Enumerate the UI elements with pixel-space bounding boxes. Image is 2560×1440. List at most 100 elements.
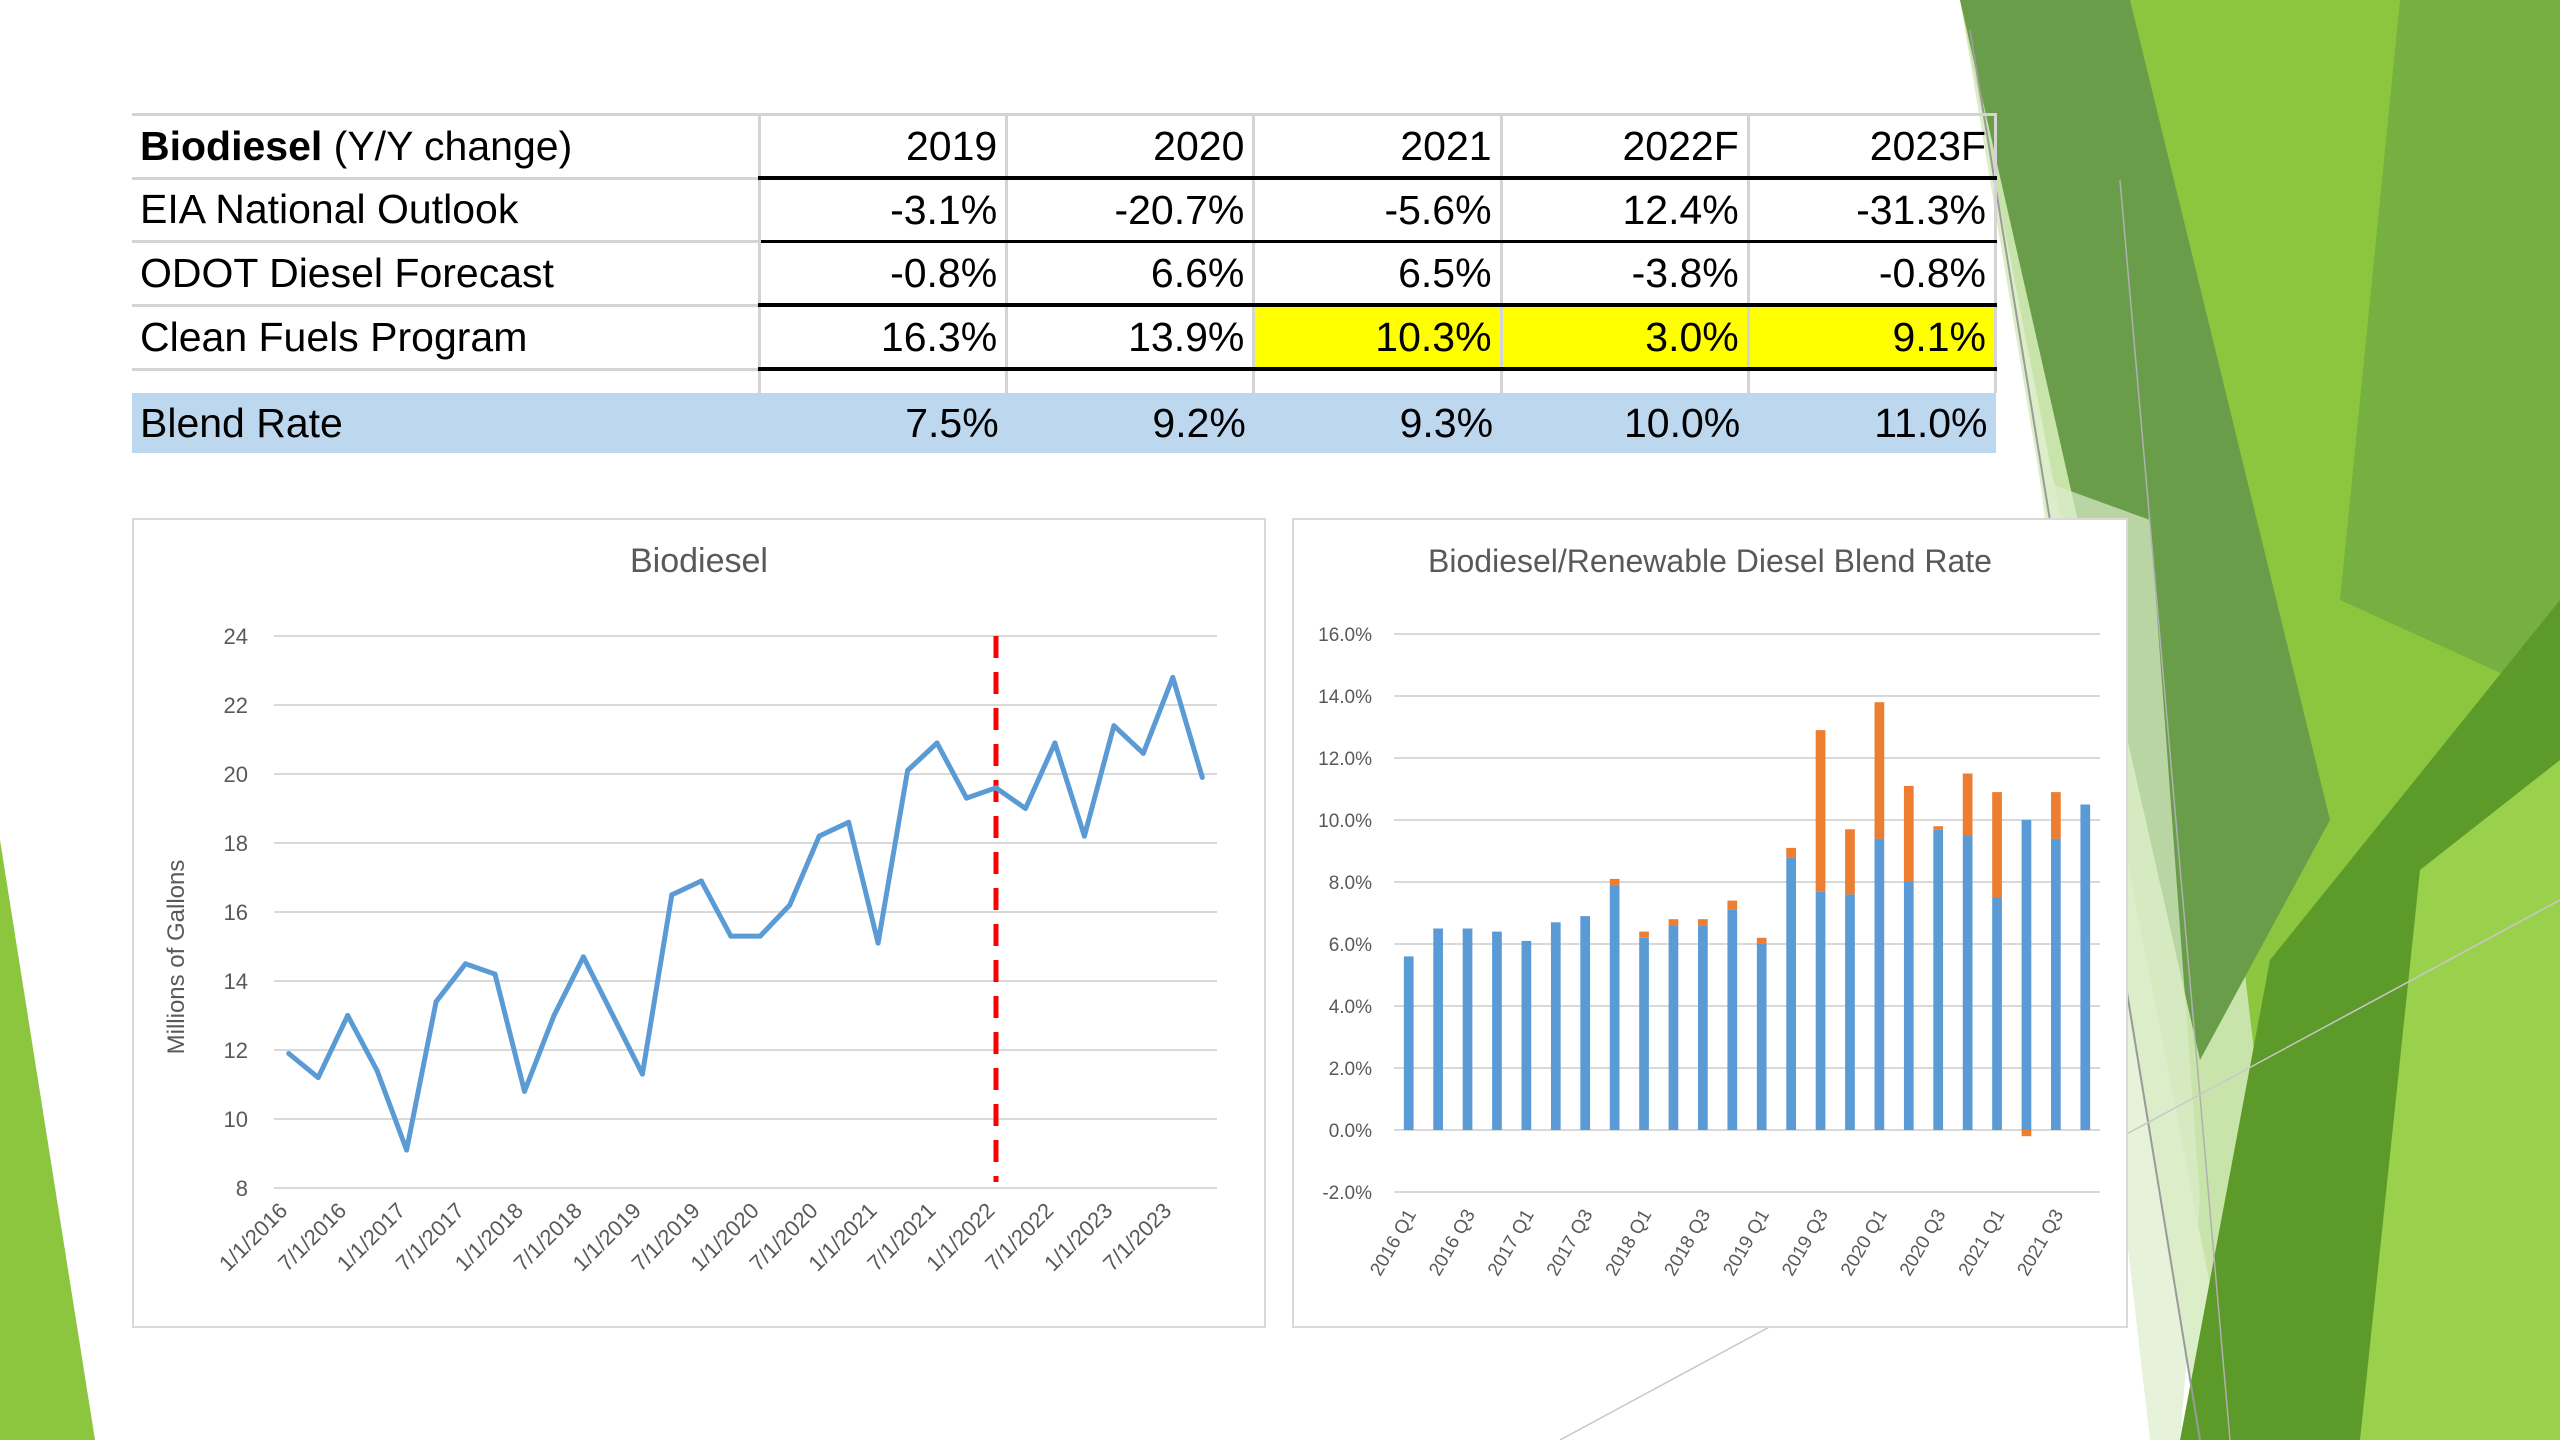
table-header-year: 2023F <box>1748 113 1998 180</box>
y-tick-label: 18 <box>224 831 248 856</box>
data-point <box>787 902 793 908</box>
x-tick-label: 2018 Q1 <box>1602 1206 1657 1280</box>
stacked-bars <box>1403 702 2091 1137</box>
data-point <box>728 933 734 939</box>
data-point <box>492 971 498 977</box>
table-cell: 13.9% <box>1006 303 1256 371</box>
table-cell: 11.0% <box>1748 393 1996 453</box>
row-label: Blend Rate <box>132 393 760 453</box>
series-line-biodiesel <box>287 674 1205 1153</box>
x-tick-label: 2018 Q3 <box>1661 1206 1716 1280</box>
chart-title: Biodiesel/Renewable Diesel Blend Rate <box>1428 543 1992 579</box>
spacer-cell <box>1501 369 1750 393</box>
table-cell: 6.5% <box>1253 241 1503 307</box>
row-label: ODOT Diesel Forecast <box>132 241 761 307</box>
bar-biodiesel <box>1786 857 1796 1130</box>
bar-biodiesel <box>1462 928 1473 1130</box>
data-point <box>816 833 822 839</box>
table-cell: -0.8% <box>1748 241 1998 307</box>
data-point <box>905 768 911 774</box>
bar-renewable <box>1698 919 1708 926</box>
bar-biodiesel <box>1992 897 2002 1130</box>
bar-biodiesel <box>1550 922 1561 1130</box>
bar-renewable <box>1845 829 1855 895</box>
data-point <box>1199 774 1205 780</box>
x-tick-label: 2017 Q1 <box>1484 1206 1539 1280</box>
table-cell: -3.8% <box>1501 241 1750 307</box>
data-point <box>1022 806 1028 811</box>
table-cell-highlighted: 9.1% <box>1748 303 1998 371</box>
table-row: Clean Fuels Program 16.3% 13.9% 10.3% 3.… <box>132 303 1998 371</box>
y-tick-label: 2.0% <box>1329 1059 1372 1080</box>
table-row: ODOT Diesel Forecast -0.8% 6.6% 6.5% -3.… <box>132 241 1998 307</box>
y-tick-label: 10 <box>224 1107 248 1132</box>
spacer-cell <box>759 369 1009 393</box>
bar-biodiesel <box>1580 916 1591 1130</box>
y-tick-label: 12.0% <box>1318 749 1372 770</box>
y-axis-label: Millions of Gallons <box>163 860 190 1055</box>
table-cell: 12.4% <box>1501 178 1750 243</box>
x-tick-labels: 1/1/20167/1/20161/1/20177/1/20171/1/2018… <box>214 1198 1176 1276</box>
table-header-label: Biodiesel (Y/Y change) <box>132 113 761 180</box>
table-header-year: 2022F <box>1501 113 1750 180</box>
bar-biodiesel <box>1756 944 1767 1130</box>
bar-renewable <box>1815 730 1826 892</box>
y-tick-label: 20 <box>224 762 248 787</box>
data-point <box>1081 833 1087 839</box>
bar-biodiesel <box>1903 882 1914 1130</box>
data-point <box>610 1013 616 1018</box>
bar-renewable <box>1727 900 1738 910</box>
data-point <box>846 819 852 825</box>
data-point <box>875 940 881 946</box>
series-points <box>286 674 1205 1153</box>
x-tick-label: 2017 Q3 <box>1543 1206 1598 1280</box>
y-tick-label: 14.0% <box>1318 687 1372 708</box>
data-point <box>580 954 586 960</box>
data-point <box>315 1075 321 1081</box>
y-tick-label: 12 <box>224 1038 248 1063</box>
blend-rate-bar-chart-panel: Biodiesel/Renewable Diesel Blend Rate -2… <box>1292 518 2128 1328</box>
table-cell: 9.2% <box>1006 393 1254 453</box>
bar-biodiesel <box>2021 820 2032 1130</box>
data-point <box>404 1147 410 1153</box>
data-point <box>698 878 704 884</box>
table-cell: 10.0% <box>1501 393 1749 453</box>
table-cell-highlighted: 10.3% <box>1253 303 1503 371</box>
data-point <box>345 1013 351 1018</box>
table-cell: 16.3% <box>759 303 1009 371</box>
y-tick-labels: 8 10 12 14 16 18 20 22 24 <box>224 624 248 1201</box>
y-tick-label: 22 <box>224 693 248 718</box>
data-point <box>934 740 940 746</box>
bar-renewable <box>1639 931 1649 938</box>
y-tick-label: 14 <box>224 969 248 994</box>
data-point <box>639 1071 645 1077</box>
bar-biodiesel <box>1874 838 1885 1130</box>
bar-biodiesel <box>1933 829 1944 1130</box>
bar-renewable <box>2051 792 2061 839</box>
data-point <box>1170 674 1176 680</box>
x-tick-label: 2020 Q1 <box>1837 1206 1892 1280</box>
x-tick-label: 2016 Q1 <box>1366 1206 1421 1280</box>
data-point <box>286 1050 292 1056</box>
spacer-cell <box>1748 369 1998 393</box>
data-point <box>374 1068 380 1074</box>
bar-biodiesel <box>1962 835 1973 1130</box>
bar-renewable <box>1668 919 1679 926</box>
y-tick-label: 6.0% <box>1329 935 1372 956</box>
x-tick-labels: 2016 Q1 2016 Q3 2017 Q1 2017 Q3 2018 Q1 2018 … <box>1366 1206 2068 1280</box>
bar-biodiesel <box>1492 931 1502 1130</box>
bar-renewable <box>1786 847 1796 858</box>
table-header-label-bold: Biodiesel <box>140 122 323 169</box>
bar-renewable <box>1609 878 1620 886</box>
bar-biodiesel <box>2080 804 2091 1130</box>
table-cell-highlighted: 3.0% <box>1501 303 1750 371</box>
chart-title: Biodiesel <box>630 542 768 580</box>
table-header-row: Biodiesel (Y/Y change) 2019 2020 2021 20… <box>132 113 1998 180</box>
table-cell: -31.3% <box>1748 178 1998 243</box>
table-spacer-row <box>132 369 1998 393</box>
table-cell: -0.8% <box>759 241 1009 307</box>
bar-biodiesel <box>1609 885 1620 1130</box>
spacer-cell <box>1006 369 1256 393</box>
table-cell: -3.1% <box>759 178 1009 243</box>
